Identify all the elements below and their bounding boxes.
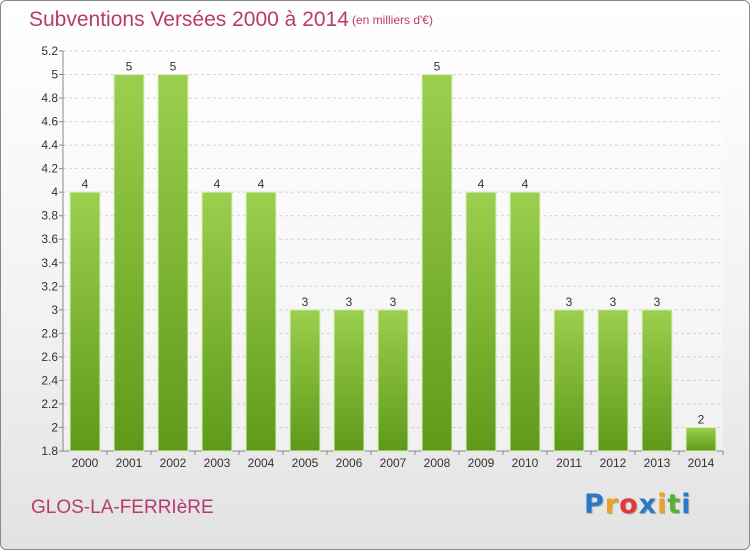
bar-2012 — [597, 309, 629, 452]
x-tick-label: 2012 — [600, 456, 627, 470]
bar-2013 — [641, 309, 673, 452]
data-label: 5 — [434, 60, 441, 74]
y-tick-label: 4.6 — [41, 115, 58, 129]
bar-2000 — [69, 191, 101, 452]
data-label: 4 — [214, 177, 221, 191]
logo-letter: i — [681, 489, 692, 520]
city-name: GLOS-LA-FERRIèRE — [31, 497, 214, 518]
y-tick-label: 2 — [51, 420, 58, 434]
x-tick-label: 2004 — [248, 456, 275, 470]
data-label: 4 — [258, 177, 265, 191]
bar-2007 — [377, 309, 409, 452]
bar-2001 — [113, 74, 145, 452]
y-tick-label: 4 — [51, 185, 58, 199]
bar-2003 — [201, 191, 233, 452]
bars — [69, 74, 717, 452]
x-tick-label: 2000 — [72, 456, 99, 470]
x-tick-label: 2010 — [512, 456, 539, 470]
x-tick-label: 2011 — [556, 456, 582, 470]
logo-letter: x — [638, 489, 658, 520]
x-tick-label: 2005 — [292, 456, 319, 470]
logo-letter: P — [584, 489, 605, 520]
y-tick-label: 3.2 — [41, 279, 58, 293]
data-label: 3 — [302, 295, 309, 309]
y-tick-label: 4.4 — [41, 138, 58, 152]
y-tick-label: 3.8 — [41, 209, 58, 223]
logo-letter: t — [667, 489, 682, 520]
logo-letter: i — [657, 489, 668, 520]
chart-title: Subventions Versées 2000 à 2014 — [29, 8, 349, 31]
y-tick-label: 5.2 — [41, 44, 58, 58]
data-label: 4 — [82, 177, 89, 191]
y-tick-label: 3.6 — [41, 232, 58, 246]
x-tick-label: 2014 — [688, 456, 715, 470]
logo-letter: r — [604, 489, 620, 520]
data-label: 4 — [478, 177, 485, 191]
data-label: 3 — [654, 295, 661, 309]
y-tick-label: 5 — [51, 68, 58, 82]
x-tick-label: 2007 — [380, 456, 407, 470]
x-tick-label: 2006 — [336, 456, 363, 470]
y-tick-label: 4.8 — [41, 91, 58, 105]
bar-2014 — [685, 426, 717, 452]
y-tick-label: 4.2 — [41, 162, 58, 176]
y-tick-label: 1.8 — [41, 444, 58, 458]
y-tick-label: 3 — [51, 303, 58, 317]
y-tick-label: 2.6 — [41, 350, 58, 364]
bar-2004 — [245, 191, 277, 452]
x-tick-label: 2001 — [116, 456, 143, 470]
logo-letter: o — [619, 489, 639, 520]
data-label: 3 — [610, 295, 617, 309]
x-tick-label: 2013 — [644, 456, 671, 470]
bar-2011 — [553, 309, 585, 452]
x-tick-label: 2009 — [468, 456, 495, 470]
data-label: 3 — [390, 295, 397, 309]
y-tick-label: 2.2 — [41, 397, 58, 411]
axes: 1.8 2 2.2 2.4 2.6 2.8 3 3.2 3.4 3.6 3.8 4 4.2 4.4 4.6 4… — [41, 44, 724, 458]
bar-2010 — [509, 191, 541, 452]
labels: 4 2000 5 2001 5 2002 4 2003 4 2004 3 2005 3 2006 3 2007… — [72, 60, 715, 470]
y-tick-label: 2.4 — [41, 373, 58, 387]
data-label: 2 — [698, 412, 705, 426]
bar-2006 — [333, 309, 365, 452]
y-tick-label: 3.4 — [41, 256, 58, 270]
chart-subtitle: (en milliers d'€) — [352, 13, 433, 27]
bar-2005 — [289, 309, 321, 452]
x-tick-label: 2002 — [160, 456, 187, 470]
bar-2009 — [465, 191, 497, 452]
proxiti-logo: Proxiti — [584, 489, 692, 520]
data-label: 5 — [170, 60, 177, 74]
y-tick-label: 2.8 — [41, 326, 58, 340]
data-label: 5 — [126, 60, 133, 74]
bar-2002 — [157, 74, 189, 452]
data-label: 3 — [346, 295, 353, 309]
x-tick-label: 2003 — [204, 456, 231, 470]
x-tick-label: 2008 — [424, 456, 451, 470]
data-label: 3 — [566, 295, 573, 309]
data-label: 4 — [522, 177, 529, 191]
bar-2008 — [421, 74, 453, 452]
